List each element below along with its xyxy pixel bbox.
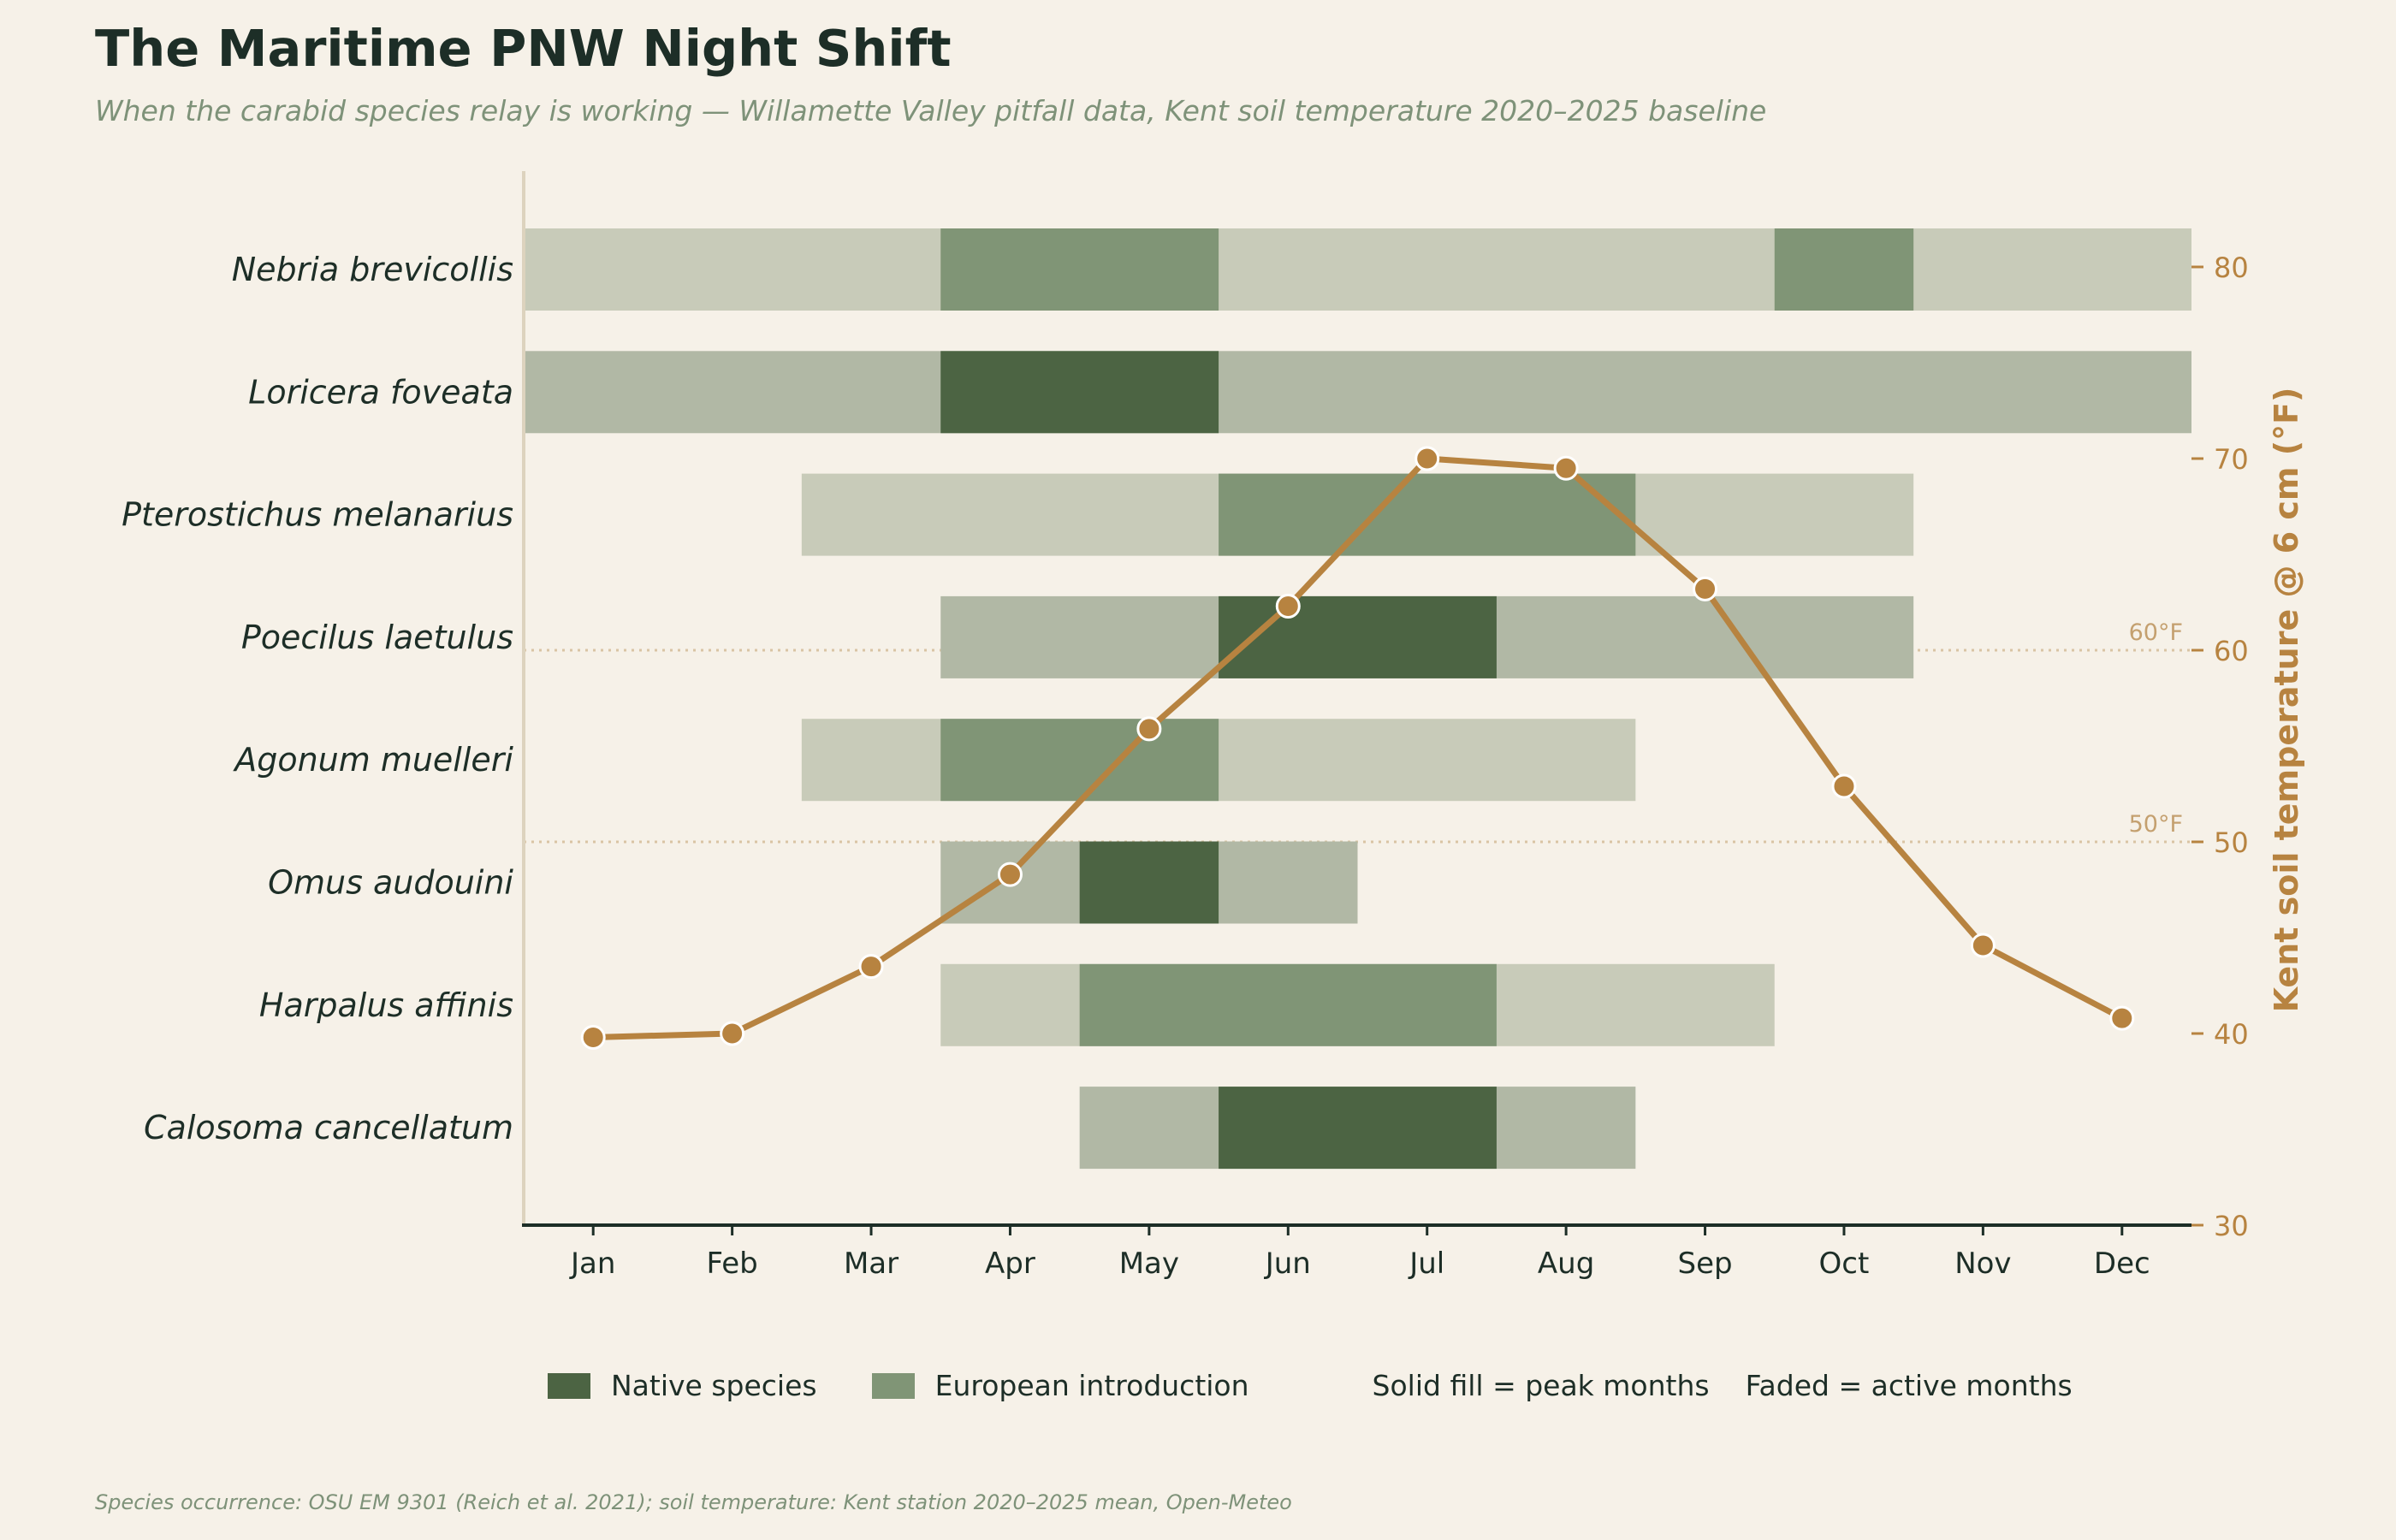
species-label: Agonum muelleri	[232, 741, 513, 779]
temp-point-oct	[1831, 773, 1857, 799]
active-bar-1	[524, 228, 2191, 311]
month-label: Aug	[1538, 1247, 1594, 1281]
temp-tick-label: 40	[2214, 1018, 2249, 1051]
species-label: Poecilus laetulus	[241, 619, 513, 656]
peak-bar-1-2	[1774, 228, 1914, 311]
peak-bar-3-1	[1219, 473, 1636, 556]
temp-tick-label: 60	[2214, 635, 2249, 667]
month-label: Oct	[1819, 1247, 1870, 1281]
month-label: Nov	[1954, 1247, 2011, 1281]
legend-label-native: Native species	[611, 1369, 817, 1402]
month-label: Dec	[2094, 1247, 2150, 1281]
temperature-ticks: 30 40 50 60 70 80 Kent soil temperature @ 6 cm…	[2191, 252, 2305, 1242]
species-label: Nebria brevicollis	[232, 251, 513, 288]
month-labels: Jan Feb Mar Apr May Jun Jul Aug Sep Oct Nov Dec	[569, 1225, 2150, 1281]
legend: Native species European introduction Sol…	[548, 1369, 2073, 1402]
species-labels: Nebria brevicollis Loricera foveata Pteros…	[122, 251, 513, 1146]
species-label: Pterostichus melanarius	[122, 496, 513, 534]
legend-swatch-european	[871, 1372, 915, 1399]
peak-bar-1-1	[940, 228, 1219, 311]
temp-point-may	[1136, 716, 1162, 742]
temp-point-apr	[997, 862, 1023, 887]
month-label: May	[1119, 1247, 1179, 1281]
temp-point-jul	[1414, 446, 1440, 471]
month-label: Apr	[985, 1247, 1035, 1281]
temp-point-feb	[720, 1021, 745, 1046]
temp-tick-label: 50	[2214, 826, 2249, 859]
month-label: Mar	[844, 1247, 898, 1281]
peak-bar-8-1	[1219, 1087, 1497, 1170]
peak-bar-4-1	[1219, 595, 1497, 678]
active-bar-2	[524, 351, 2191, 434]
legend-label-european: European introduction	[934, 1369, 1249, 1402]
peak-bar-7-1	[1079, 963, 1497, 1046]
species-label: Calosoma cancellatum	[144, 1109, 513, 1146]
species-label: Harpalus affinis	[259, 986, 513, 1024]
page-subtitle: When the carabid species relay is workin…	[95, 94, 1767, 127]
temp-line	[590, 455, 2126, 1040]
peak-bar-6-1	[1079, 841, 1219, 924]
month-label: Jun	[1264, 1247, 1311, 1281]
ref-label-50: 50°F	[2129, 811, 2183, 838]
peak-bar-2-1	[940, 351, 1219, 434]
peak-bar-5-1	[940, 719, 1219, 802]
month-label: Feb	[707, 1247, 758, 1281]
temp-tick-label: 30	[2214, 1210, 2249, 1242]
month-label: Sep	[1677, 1247, 1732, 1281]
species-label: Omus audouini	[268, 864, 513, 902]
temp-point-dec	[2109, 1005, 2135, 1031]
temp-point-nov	[1970, 933, 1996, 958]
temperature-series	[580, 446, 2135, 1050]
month-label: Jul	[1408, 1247, 1444, 1281]
legend-note-faded: Faded = active months	[1745, 1369, 2073, 1402]
species-bars	[524, 228, 2191, 1170]
species-label: Loricera foveata	[248, 373, 513, 411]
temp-point-sep	[1693, 576, 1718, 601]
legend-item-european: European introduction	[871, 1369, 1249, 1402]
page-title: The Maritime PNW Night Shift	[95, 19, 952, 78]
temp-tick-label: 80	[2214, 252, 2249, 284]
legend-note-solid: Solid fill = peak months	[1372, 1369, 1710, 1402]
ref-label-60: 60°F	[2129, 619, 2183, 646]
temp-point-aug	[1553, 455, 1579, 481]
legend-swatch-native	[548, 1372, 590, 1399]
temp-point-jan	[580, 1024, 606, 1050]
month-label: Jan	[569, 1247, 615, 1281]
temp-point-mar	[858, 954, 884, 980]
axes	[522, 171, 2191, 1227]
temp-tick-label: 70	[2214, 443, 2249, 476]
footnote: Species occurrence: OSU EM 9301 (Reich e…	[95, 1490, 1292, 1514]
temp-axis-title: Kent soil temperature @ 6 cm (°F)	[2268, 388, 2305, 1013]
legend-item-native: Native species	[548, 1369, 817, 1402]
temp-point-jun	[1275, 593, 1301, 619]
